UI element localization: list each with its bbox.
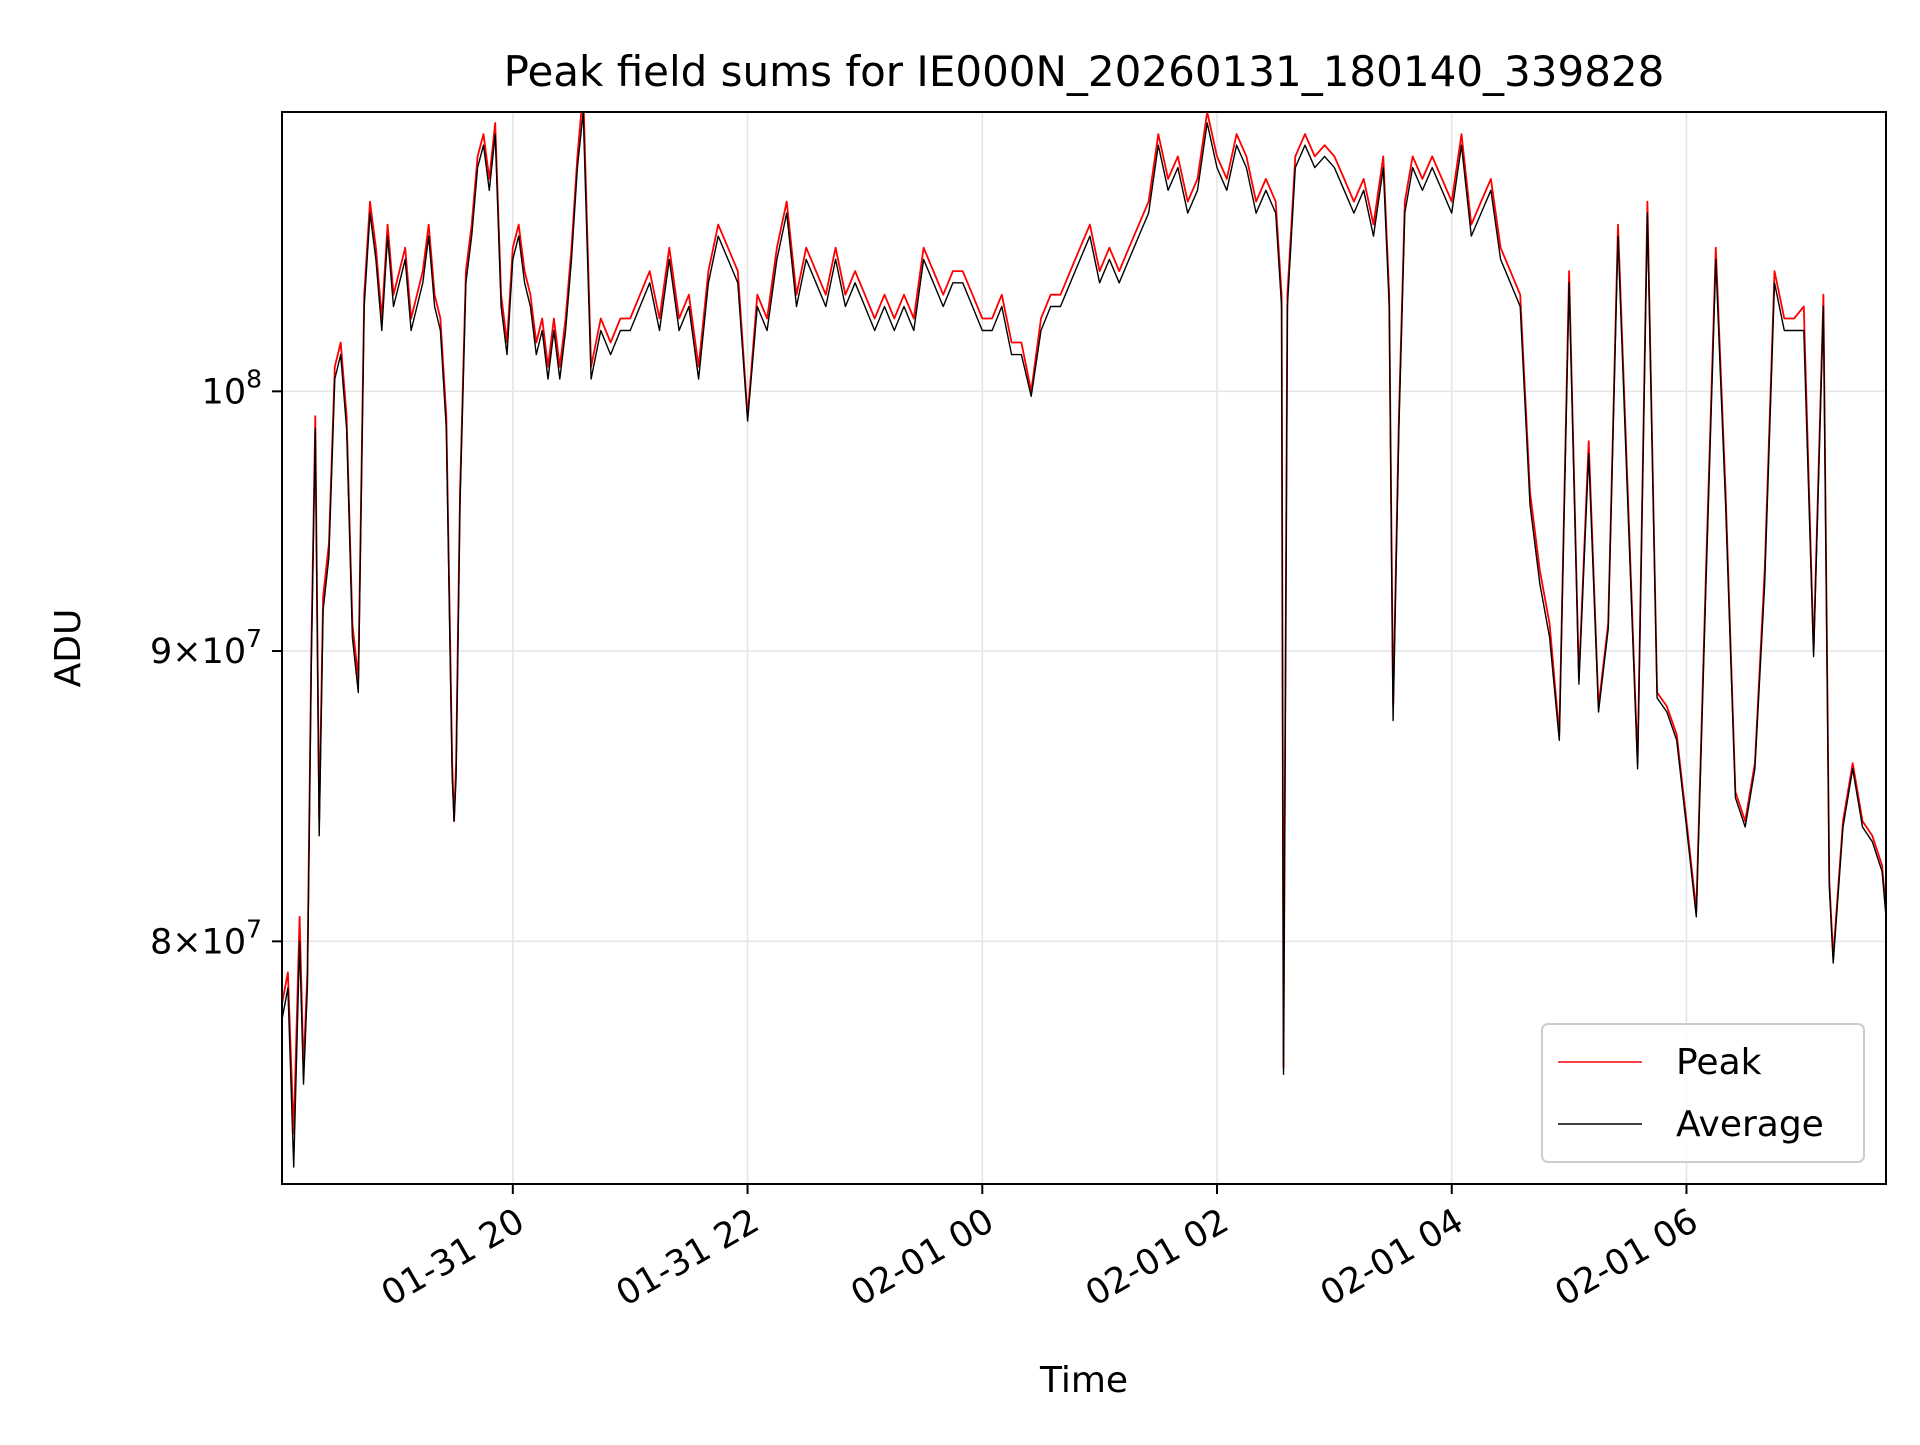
grid-lines [282,112,1886,1184]
legend-label-average: Average [1676,1104,1824,1145]
legend-label-peak: Peak [1676,1042,1762,1083]
legend-box [1541,1023,1865,1163]
chart-title: Peak field sums for IE000N_20260131_1801… [504,47,1665,96]
series-line-average [282,112,1886,1168]
y-tick-label: 8×107 [150,914,262,962]
legend: Peak Average [1541,1023,1865,1163]
y-tick-label: 9×107 [150,624,262,672]
plot-series-group [282,112,1886,1168]
y-tick-label: 108 [202,364,262,412]
plot-frame [281,111,1887,1185]
x-axis-label: Time [1039,1360,1128,1401]
y-axis-label: ADU [48,609,89,688]
